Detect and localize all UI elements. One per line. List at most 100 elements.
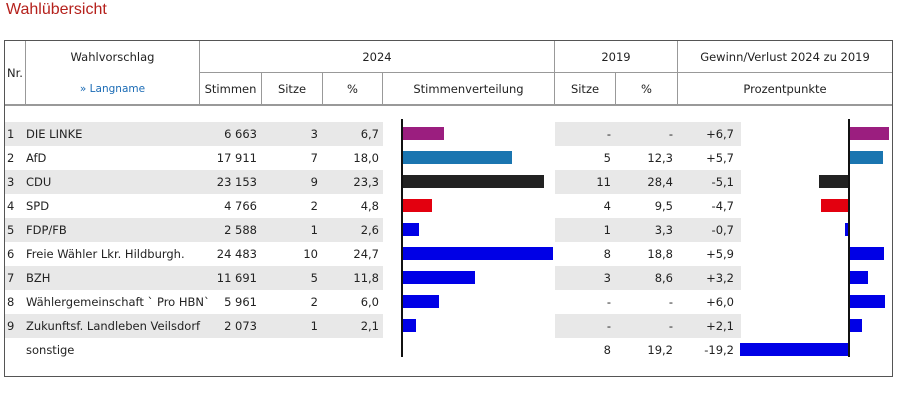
row-diff: +2,1 bbox=[706, 319, 734, 333]
table-row: 9 Zukunftsf. Landleben Veilsdorf 2 073 1 2,1… bbox=[5, 314, 892, 338]
header-prozent: % bbox=[323, 73, 383, 105]
stimmenverteilung-bar bbox=[403, 247, 553, 260]
row-prozent: 18,0 bbox=[353, 151, 379, 165]
row-stimmen: 2 588 bbox=[224, 223, 257, 237]
row-stimmen: 17 911 bbox=[216, 151, 257, 165]
row-sitze-2019: 5 bbox=[603, 151, 611, 165]
table-row: 6 Freie Wähler Lkr. Hildburgh. 24 483 10 24,… bbox=[5, 242, 892, 266]
table-row: sonstige 8 19,2 -19,2 bbox=[5, 338, 892, 362]
row-sitze bbox=[262, 338, 318, 362]
row-prozent bbox=[323, 338, 379, 362]
row-prozent: 2,1 bbox=[360, 319, 379, 333]
row-diff: +3,2 bbox=[706, 271, 734, 285]
header-stimmenverteilung: Stimmenverteilung bbox=[383, 73, 555, 105]
header-nr: Nr. bbox=[5, 41, 26, 105]
row-shading bbox=[555, 218, 741, 242]
row-sitze-2019: 4 bbox=[603, 199, 611, 213]
row-party-name: AfD bbox=[26, 151, 47, 165]
prozentpunkte-axis bbox=[848, 119, 850, 357]
stimmenverteilung-axis bbox=[401, 119, 403, 357]
row-diff: -19,2 bbox=[704, 343, 734, 357]
row-party-name: Wählergemeinschaft ` Pro HBN` bbox=[26, 295, 210, 309]
prozentpunkte-bar bbox=[740, 343, 849, 356]
row-diff: +5,7 bbox=[706, 151, 734, 165]
row-sitze: 2 bbox=[310, 295, 318, 309]
prozentpunkte-bar bbox=[849, 151, 883, 164]
row-diff: +6,7 bbox=[706, 127, 734, 141]
row-sitze-2019: 1 bbox=[603, 223, 611, 237]
row-diff: -5,1 bbox=[711, 175, 734, 189]
row-party-name: BZH bbox=[26, 271, 51, 285]
row-stimmen: 23 153 bbox=[216, 175, 257, 189]
row-sitze: 10 bbox=[303, 247, 318, 261]
prozentpunkte-bar bbox=[849, 319, 862, 332]
row-prozent-2019: - bbox=[668, 319, 673, 333]
header-gewinn-verlust: Gewinn/Verlust 2024 zu 2019 bbox=[678, 41, 892, 73]
row-prozent: 4,8 bbox=[360, 199, 379, 213]
row-shading bbox=[5, 314, 383, 338]
header-2024: 2024 bbox=[200, 41, 555, 73]
row-prozent-2019: 12,3 bbox=[647, 151, 673, 165]
row-nr: 4 bbox=[7, 199, 15, 213]
row-party-name: Zukunftsf. Landleben Veilsdorf bbox=[26, 319, 201, 333]
row-prozent-2019: - bbox=[668, 295, 673, 309]
row-diff: -0,7 bbox=[711, 223, 734, 237]
prozentpunkte-bar bbox=[821, 199, 849, 212]
prozentpunkte-bar bbox=[819, 175, 849, 188]
row-shading bbox=[555, 266, 741, 290]
row-prozent: 23,3 bbox=[353, 175, 379, 189]
stimmenverteilung-bar bbox=[403, 175, 544, 188]
prozentpunkte-bar bbox=[849, 247, 884, 260]
stimmenverteilung-bar bbox=[403, 271, 475, 284]
row-sitze: 2 bbox=[310, 199, 318, 213]
row-nr: 7 bbox=[7, 271, 15, 285]
row-party-name: Freie Wähler Lkr. Hildburgh. bbox=[26, 247, 185, 261]
header-prozent-2019: % bbox=[616, 73, 678, 105]
row-prozent-2019: 8,6 bbox=[654, 271, 673, 285]
prozentpunkte-bar bbox=[849, 295, 885, 308]
row-prozent-2019: 19,2 bbox=[647, 343, 673, 357]
row-sitze-2019: - bbox=[606, 295, 611, 309]
table-row: 1 DIE LINKE 6 663 3 6,7 - - +6,7 bbox=[5, 122, 892, 146]
row-nr bbox=[7, 338, 25, 362]
langname-link[interactable]: » Langname bbox=[79, 82, 146, 95]
results-table: Nr. Wahlvorschlag » Langname 2024 2019 G… bbox=[4, 40, 893, 377]
prozentpunkte-bar bbox=[849, 271, 868, 284]
row-sitze-2019: - bbox=[606, 319, 611, 333]
row-sitze-2019: - bbox=[606, 127, 611, 141]
row-nr: 6 bbox=[7, 247, 15, 261]
header-sitze: Sitze bbox=[262, 73, 323, 105]
stimmenverteilung-bar bbox=[403, 319, 416, 332]
row-sitze: 5 bbox=[310, 271, 318, 285]
table-row: 2 AfD 17 911 7 18,0 5 12,3 +5,7 bbox=[5, 146, 892, 170]
header-sitze-2019: Sitze bbox=[555, 73, 616, 105]
row-prozent-2019: 3,3 bbox=[654, 223, 673, 237]
row-stimmen: 4 766 bbox=[224, 199, 257, 213]
row-party-name: sonstige bbox=[26, 343, 75, 357]
row-shading bbox=[5, 170, 383, 194]
row-diff: -4,7 bbox=[711, 199, 734, 213]
row-prozent-2019: 9,5 bbox=[654, 199, 673, 213]
stimmenverteilung-bar bbox=[403, 223, 419, 236]
table-row: 8 Wählergemeinschaft ` Pro HBN` 5 961 2 6,0 -… bbox=[5, 290, 892, 314]
row-prozent: 6,7 bbox=[360, 127, 379, 141]
row-shading bbox=[5, 218, 383, 242]
row-stimmen: 6 663 bbox=[224, 127, 257, 141]
row-prozent: 2,6 bbox=[360, 223, 379, 237]
row-party-name: DIE LINKE bbox=[26, 127, 83, 141]
header-wahlvorschlag: Wahlvorschlag bbox=[70, 50, 155, 65]
row-sitze: 1 bbox=[310, 223, 318, 237]
row-sitze-2019: 3 bbox=[603, 271, 611, 285]
prozentpunkte-bar bbox=[849, 127, 889, 140]
stimmenverteilung-bar bbox=[403, 199, 432, 212]
row-nr: 5 bbox=[7, 223, 15, 237]
row-sitze-2019: 8 bbox=[603, 343, 611, 357]
row-shading bbox=[555, 170, 741, 194]
stimmenverteilung-bar bbox=[403, 295, 439, 308]
row-party-name: FDP/FB bbox=[26, 223, 67, 237]
row-prozent: 24,7 bbox=[353, 247, 379, 261]
row-stimmen bbox=[200, 338, 257, 362]
header-divider bbox=[5, 105, 892, 106]
row-prozent-2019: 18,8 bbox=[647, 247, 673, 261]
stimmenverteilung-bar bbox=[403, 151, 512, 164]
